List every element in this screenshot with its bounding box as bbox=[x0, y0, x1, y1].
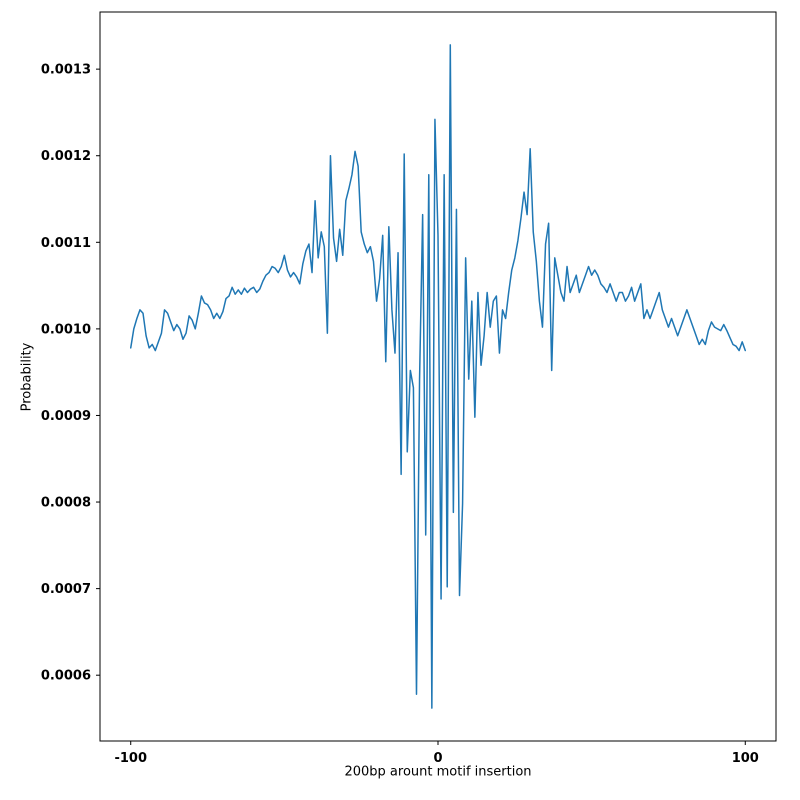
y-axis-label: Probability bbox=[19, 342, 35, 412]
x-axis-label: 200bp arount motif insertion bbox=[344, 764, 532, 780]
y-tick-label: 0.0009 bbox=[41, 409, 91, 424]
probability-series-line bbox=[129, 44, 747, 709]
plot-area bbox=[99, 11, 777, 742]
x-tick-label: 0 bbox=[433, 751, 442, 766]
x-tick-label: -100 bbox=[114, 751, 147, 766]
y-tick-label: 0.0013 bbox=[41, 63, 91, 78]
y-tick-label: 0.0007 bbox=[41, 582, 91, 597]
x-tick-label: 100 bbox=[732, 751, 759, 766]
y-tick-label: 0.0010 bbox=[41, 322, 91, 337]
y-tick-label: 0.0008 bbox=[41, 496, 91, 511]
y-tick-label: 0.0012 bbox=[41, 149, 91, 164]
y-tick-label: 0.0011 bbox=[41, 236, 91, 251]
y-tick-label: 0.0006 bbox=[41, 669, 91, 684]
